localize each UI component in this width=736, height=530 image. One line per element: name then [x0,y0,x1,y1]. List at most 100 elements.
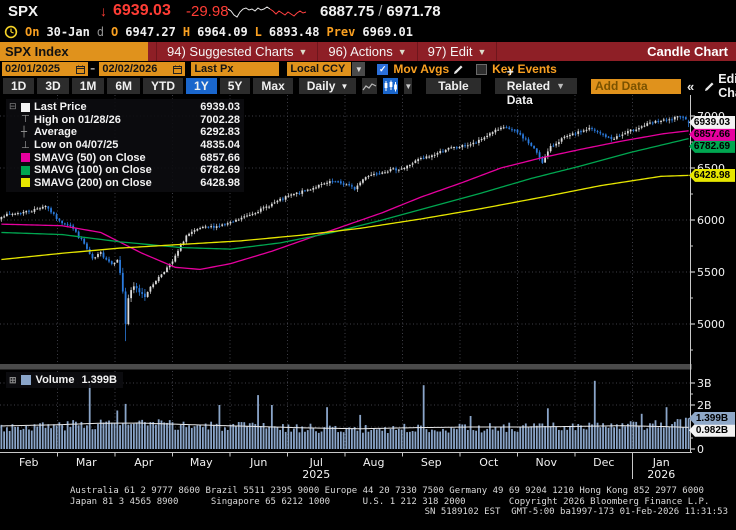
intraday-sparkline [228,6,307,18]
legend-swatch [21,102,34,112]
period-button-max[interactable]: Max [253,78,293,94]
legend-value: 6857.66 [200,151,240,164]
session-stats: On 30-Jan d O 6947.27 H 6964.09 L 6893.4… [0,22,736,42]
low-label: L [254,25,262,39]
security-field[interactable]: SPX Index [0,42,148,61]
period-button-6m[interactable]: 6M [107,78,141,94]
chart-canvas[interactable]: 700065006000550050003B2B0FebMarAprMayJun… [0,95,736,485]
svg-text:2B: 2B [697,399,712,412]
svg-text:May: May [190,456,213,469]
legend-label: SMAVG (200) on Close [34,176,152,189]
period-button-1m[interactable]: 1M [71,78,105,94]
currency-select[interactable]: Local CCY [287,62,352,76]
candle-chart-icon [384,80,398,92]
footer-contacts-line2: Japan 81 3 4565 8900 Singapore 65 6212 1… [70,496,710,507]
chart-type-title: Candle Chart [647,44,728,59]
axis-tag: 0.982B [689,423,735,437]
chevron-down-icon: ▼ [404,81,413,91]
date-from-field[interactable]: 02/01/2025 [2,62,88,76]
legend-label: SMAVG (100) on Close [34,164,152,177]
price-type-select[interactable]: Last Px [191,62,280,76]
legend-swatch [21,165,34,175]
menu-bar: SPX Index 94) Suggested Charts ▼ 96) Actio… [0,42,736,61]
svg-text:Mar: Mar [76,456,97,469]
svg-text:Sep: Sep [421,456,442,469]
axis-tag: 6428.98 [689,168,735,182]
currency-dropdown-button[interactable]: ▼ [352,62,366,76]
bid-price: 6887.75 [320,3,375,20]
legend-row[interactable]: ⊤ High on 01/28/26 7002.28 [10,114,240,127]
svg-text:Jan: Jan [652,456,670,469]
chart-toolbar: 1D 3D 1M 6M YTD 1Y 5Y Max Daily ▼ ▼ Table + Rel… [0,65,736,107]
pencil-icon[interactable] [704,81,715,92]
legend-row[interactable]: ⊥ Low on 04/07/25 4835.04 [10,139,240,152]
down-arrow-icon: ↓ [100,3,107,19]
legend-label: Average [34,126,78,139]
legend-row[interactable]: Last Price 6939.03 [10,101,240,114]
chevron-down-icon: ▼ [340,81,349,91]
legend-label: SMAVG (50) on Close [34,151,146,164]
open-label: O [111,25,119,39]
legend-value: 7002.28 [200,113,240,126]
prev-value: 6969.01 [362,25,413,39]
axis-tag: 6939.03 [689,115,735,129]
volume-legend[interactable]: ⊞ Volume 1.399B [6,372,123,388]
legend-row[interactable]: SMAVG (50) on Close 6857.66 [10,151,240,164]
chart-type-dropdown-button[interactable]: ▼ [404,78,413,94]
chart-legend[interactable]: ⊟ Last Price 6939.03 ⊤ High on 01/28/26 7002… [6,99,244,193]
svg-text:2026: 2026 [647,468,675,481]
legend-label: Last Price [34,101,87,114]
date-to-field[interactable]: 02/02/2026 [99,62,186,76]
line-chart-button[interactable] [362,78,378,94]
menu-item[interactable]: 97) Edit ▼ [418,42,498,61]
legend-marker-icon: ┼ [21,126,28,138]
svg-text:Jun: Jun [249,456,267,469]
period-button-1d[interactable]: 1D [3,78,35,94]
chevron-down-icon: ▼ [298,46,308,57]
bid-ask-separator: / [378,3,383,20]
chevron-down-icon: ▼ [556,81,566,91]
menu-item-label: 94) Suggested Charts [167,44,294,59]
svg-text:5000: 5000 [697,318,725,331]
candle-chart-button[interactable] [383,78,399,94]
period-buttons: 1D 3D 1M 6M YTD 1Y 5Y Max [0,78,293,94]
legend-swatch [21,178,34,188]
period-button-3d[interactable]: 3D [37,78,69,94]
legend-row[interactable]: SMAVG (100) on Close 6782.69 [10,164,240,177]
table-button[interactable]: Table [426,78,481,94]
collapse-legend-icon[interactable]: ⊟ [9,101,17,111]
menu-item-label: 97) Edit [427,44,473,59]
legend-row[interactable]: ┼ Average 6292.83 [10,126,240,139]
frequency-select[interactable]: Daily ▼ [298,78,357,94]
period-button-5y[interactable]: 5Y [219,78,251,94]
svg-text:6000: 6000 [697,214,725,227]
moving-averages-layer [1,130,689,271]
related-data-button[interactable]: + Related Data ▼ [494,65,578,107]
expand-legend-icon[interactable]: ⊞ [9,374,17,385]
svg-text:Oct: Oct [479,456,499,469]
add-data-input[interactable] [591,78,682,94]
frequency-value: Daily [306,79,336,93]
collapse-button[interactable]: « [687,78,695,94]
menu-item[interactable]: 96) Actions ▼ [318,42,418,61]
svg-text:Feb: Feb [19,456,38,469]
legend-row[interactable]: SMAVG (200) on Close 6428.98 [10,177,240,190]
svg-text:5500: 5500 [697,266,725,279]
axis-tag: 6857.66 [689,127,735,141]
menu-item[interactable]: 94) Suggested Charts ▼ [156,42,319,61]
clock-icon [4,25,18,39]
menu-items: 94) Suggested Charts ▼ 96) Actions ▼ 97) Edi… [148,42,498,61]
key-events-checkbox[interactable] [476,63,488,75]
pencil-icon[interactable] [453,64,464,75]
svg-text:3B: 3B [697,377,712,390]
date-range-dash: - [90,60,96,77]
smavg200-line [1,174,689,261]
key-events-label: Key Events [492,62,557,76]
period-button-1y[interactable]: 1Y [186,78,217,94]
footer: Australia 61 2 9777 8600 Brazil 5511 239… [0,486,736,518]
panel-divider [0,364,692,370]
edit-chart-button[interactable]: Edit Chart [718,72,736,100]
legend-swatch [21,153,34,163]
mov-avgs-checkbox[interactable]: ✓ [377,63,389,75]
period-button-ytd[interactable]: YTD [143,78,184,94]
